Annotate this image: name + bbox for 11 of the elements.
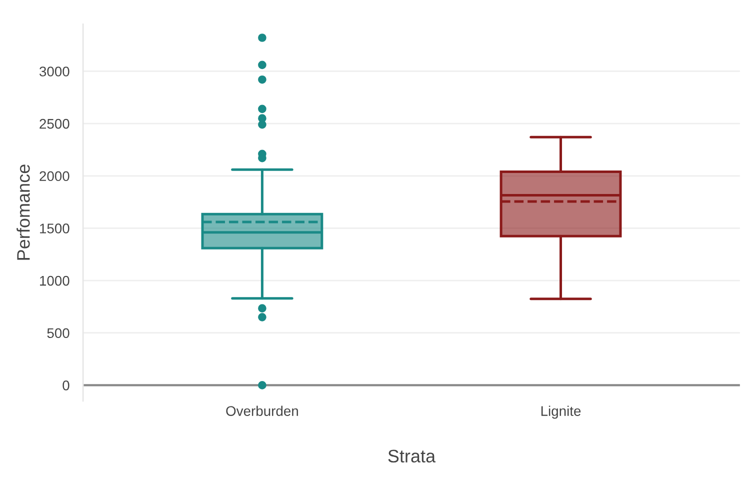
- x-tick-label: Overburden: [226, 406, 298, 416]
- y-tick-label: 500: [47, 328, 70, 338]
- x-tick-label: Lignite: [541, 406, 581, 419]
- y-axis-title: Perfomance: [16, 164, 30, 260]
- x-axis-title: Strata: [388, 450, 436, 463]
- y-tick-label: 2500: [40, 118, 70, 129]
- y-tick-label: 1500: [40, 224, 70, 234]
- y-tick-label: 0: [62, 380, 70, 390]
- y-tick-label: 2000: [40, 171, 70, 182]
- y-tick-label: 3000: [39, 66, 70, 76]
- y-tick-label: 1000: [40, 276, 70, 286]
